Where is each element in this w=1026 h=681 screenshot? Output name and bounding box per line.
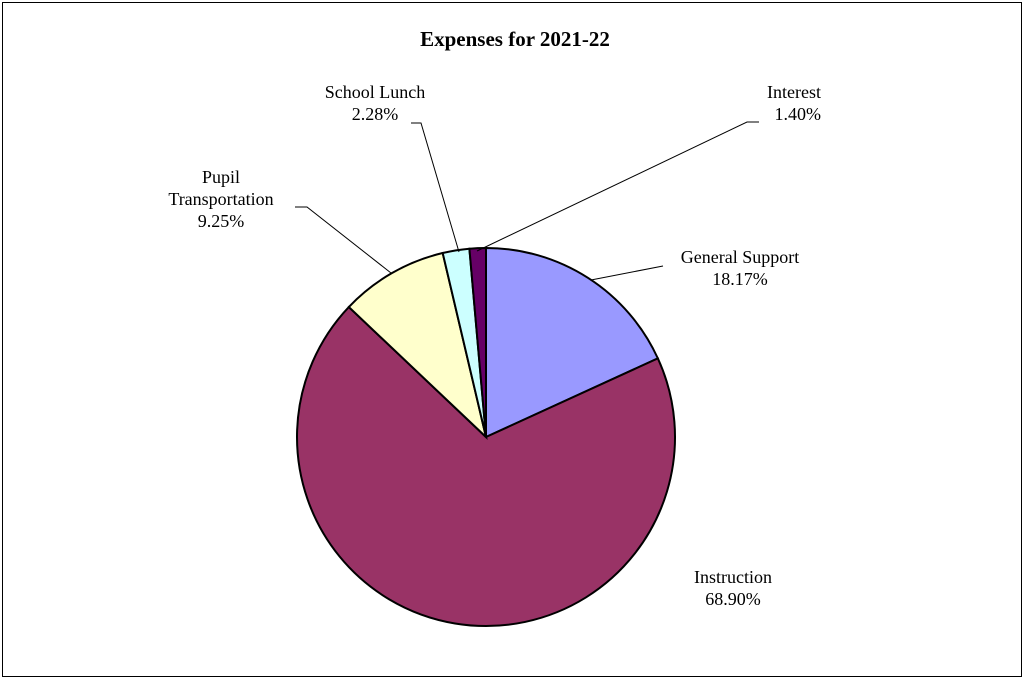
leader-line [411, 122, 460, 253]
pie-slice-interest [468, 246, 487, 438]
leader-lines [295, 121, 759, 281]
leader-line [295, 206, 392, 274]
slice-label: School Lunch 2.28% [325, 82, 426, 124]
pie-slices [296, 246, 676, 627]
slice-label: Instruction 68.90% [694, 567, 772, 609]
pie-slice-instruction [296, 305, 676, 627]
pie-slice-pupil-transportation [347, 251, 488, 441]
chart-title: Expenses for 2021-22 [420, 27, 610, 51]
pie-slice-general-support [485, 246, 660, 439]
slice-label: Pupil Transportation 9.25% [168, 167, 273, 231]
pie-chart: Expenses for 2021-22 General Support 18.1… [168, 27, 821, 627]
slice-label: Interest 1.40% [767, 82, 821, 124]
leader-line [476, 121, 759, 252]
slice-labels: General Support 18.17% Instruction 68.90% Pu… [168, 82, 821, 609]
slice-label: General Support 18.17% [681, 247, 799, 289]
leader-line [590, 265, 664, 281]
